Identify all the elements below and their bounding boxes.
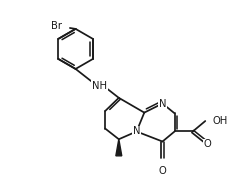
Text: NH: NH (92, 81, 107, 91)
Text: N: N (133, 126, 140, 136)
Text: O: O (159, 166, 166, 176)
Text: N: N (159, 98, 166, 108)
Polygon shape (116, 139, 122, 156)
Text: OH: OH (213, 116, 228, 126)
Text: Br: Br (51, 21, 62, 31)
Text: O: O (204, 139, 211, 149)
